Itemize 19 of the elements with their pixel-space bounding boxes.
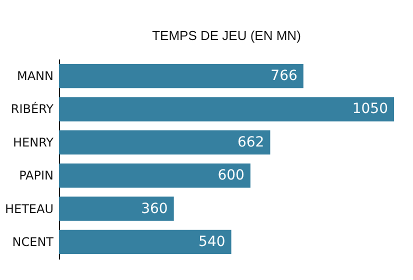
y-tick-label: RIBÉRY bbox=[10, 101, 54, 116]
y-tick-label: MANN bbox=[16, 69, 54, 84]
data-label: 1050 bbox=[352, 101, 388, 118]
bar bbox=[59, 64, 304, 88]
bar bbox=[59, 130, 270, 155]
data-label: 766 bbox=[270, 68, 298, 84]
data-label: 360 bbox=[141, 200, 168, 217]
data-label: 662 bbox=[237, 134, 264, 150]
data-label: 540 bbox=[198, 234, 226, 250]
bar bbox=[59, 163, 250, 188]
y-tick-label: HETEAU bbox=[4, 202, 54, 216]
bar bbox=[59, 196, 174, 221]
bar bbox=[59, 97, 394, 122]
y-tick-label: HENRY bbox=[13, 135, 54, 150]
bar bbox=[59, 230, 232, 254]
y-tick-label: PAPIN bbox=[19, 168, 54, 183]
data-label: 600 bbox=[218, 168, 244, 184]
y-tick-label: NCENT bbox=[12, 234, 54, 249]
chart-title: TEMPS DE JEU (EN MN) bbox=[152, 28, 301, 43]
